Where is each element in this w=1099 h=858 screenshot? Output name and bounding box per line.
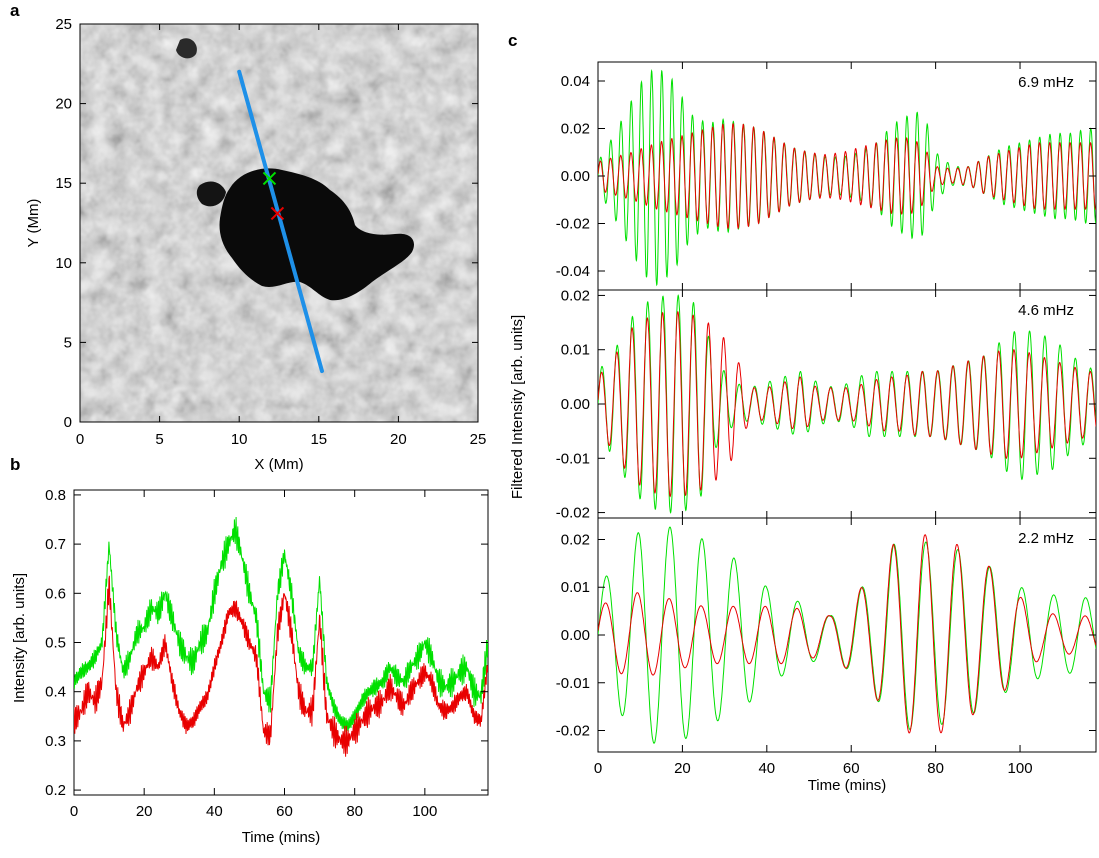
panel-c3-plot: [598, 526, 1096, 744]
panel-c3-ytick-label: -0.02: [556, 723, 590, 740]
panel-b-ytick-label: 0.6: [45, 585, 66, 602]
panel-c1-ytick-label: -0.02: [556, 216, 590, 233]
panel-c1-frequency-label: 6.9 mHz: [1018, 74, 1074, 91]
panel-c3-xtick-label: 20: [674, 760, 691, 777]
panel-b-xtick-label: 60: [276, 803, 293, 820]
umbra-shape: [219, 168, 415, 301]
red-filtered-series-1: [598, 122, 1096, 230]
panel-b-xtick-label: 80: [346, 803, 363, 820]
green-cross-marker: [262, 171, 277, 186]
red-intensity-series: [74, 575, 488, 757]
slit-line: [237, 69, 324, 374]
panel-c1-ytick-label: 0.02: [561, 121, 590, 138]
panel-c-axes: 0.04 0.02 0.00 -0.02 -0.04 0.02 0.01 0.00 -0.01 -…: [556, 62, 1096, 777]
panel-c3-frequency-label: 2.2 mHz: [1018, 530, 1074, 547]
panel-b-xtick-label: 0: [70, 803, 78, 820]
panel-c1-ytick-label: -0.04: [556, 263, 590, 280]
panel-c2-ytick-label: -0.02: [556, 505, 590, 522]
panel-a-ytick-label: 5: [64, 334, 72, 351]
dark-feature: [176, 38, 197, 59]
panel-label-a: a: [10, 1, 20, 20]
green-intensity-series: [74, 516, 488, 733]
panel-a-xtick-label: 10: [231, 431, 248, 448]
panel-b-xtick-label: 40: [206, 803, 223, 820]
pore-shape: [196, 181, 226, 207]
panel-c-xlabel: Time (mins): [808, 777, 887, 794]
panel-a-xtick-label: 15: [310, 431, 327, 448]
panel-c3-xtick-label: 100: [1008, 760, 1033, 777]
panel-label-b: b: [10, 455, 20, 474]
panel-b-plot: [74, 516, 488, 757]
panel-c3-ytick-label: -0.01: [556, 675, 590, 692]
panel-c3-xtick-label: 80: [927, 760, 944, 777]
panel-c3-xtick-label: 40: [758, 760, 775, 777]
panel-c3-xtick-label: 0: [594, 760, 602, 777]
panel-c-ylabel: Filtered Intensity [arb. units]: [509, 315, 526, 499]
panel-b-xlabel: Time (mins): [242, 829, 321, 846]
panel-a-ytick-label: 0: [64, 414, 72, 431]
sunspot-umbra: [176, 38, 415, 301]
panel-b-ytick-label: 0.8: [45, 487, 66, 504]
panel-c3-ytick-label: 0.02: [561, 531, 590, 548]
panel-a-ytick-label: 20: [55, 96, 72, 113]
panel-a-ytick-label: 15: [55, 175, 72, 192]
panel-a-ytick-label: 10: [55, 255, 72, 272]
panel-b-ytick-label: 0.4: [45, 684, 66, 701]
panel-a-xtick-label: 25: [470, 431, 487, 448]
panel-b-axes: 0 20 40 60 80 100 0.2 0.3 0.4 0.5 0.6 0.7 0.8: [45, 487, 488, 820]
panel-c3-xtick-label: 60: [843, 760, 860, 777]
panel-b-xtick-label: 20: [136, 803, 153, 820]
panel-label-c: c: [508, 31, 517, 50]
panel-c3-ytick-label: 0.00: [561, 627, 590, 644]
panel-b-ytick-label: 0.2: [45, 782, 66, 799]
panel-a-ylabel: Y (Mm): [25, 199, 42, 248]
panel-a-axes: 0 5 10 15 20 25 0 5 10 15 20 25: [55, 16, 486, 448]
panel-c1-plot: [598, 69, 1096, 287]
panel-a-xtick-label: 0: [76, 431, 84, 448]
panel-b-ytick-label: 0.3: [45, 733, 66, 750]
green-filtered-series-2: [598, 294, 1096, 514]
panel-b-ytick-label: 0.7: [45, 536, 66, 553]
green-filtered-series-3: [598, 526, 1096, 744]
panel-c3-ytick-label: 0.01: [561, 579, 590, 596]
panel-c2-ytick-label: -0.01: [556, 450, 590, 467]
red-filtered-series-3: [598, 534, 1096, 734]
panel-a-xlabel: X (Mm): [254, 456, 303, 473]
panel-c3-frame: [597, 517, 1097, 753]
panel-a-ytick-label: 25: [55, 16, 72, 33]
panel-a-frame: [79, 23, 479, 423]
panel-c2-plot: [598, 294, 1096, 514]
panel-c2-ytick-label: 0.00: [561, 396, 590, 413]
panel-b-xtick-label: 100: [412, 803, 437, 820]
red-cross-marker: [270, 206, 285, 221]
panel-b-ylabel: Intensity [arb. units]: [11, 573, 28, 703]
panel-b-ytick-label: 0.5: [45, 635, 66, 652]
panel-c1-ytick-label: 0.00: [561, 168, 590, 185]
panel-c2-ytick-label: 0.02: [561, 287, 590, 304]
panel-c2-frequency-label: 4.6 mHz: [1018, 302, 1074, 319]
panel-c1-ytick-label: 0.04: [561, 73, 590, 90]
panel-c2-ytick-label: 0.01: [561, 342, 590, 359]
panel-a-xtick-label: 20: [390, 431, 407, 448]
red-filtered-series-2: [598, 311, 1096, 498]
panel-a-xtick-label: 5: [155, 431, 163, 448]
panel-a-overlay: [237, 69, 324, 374]
